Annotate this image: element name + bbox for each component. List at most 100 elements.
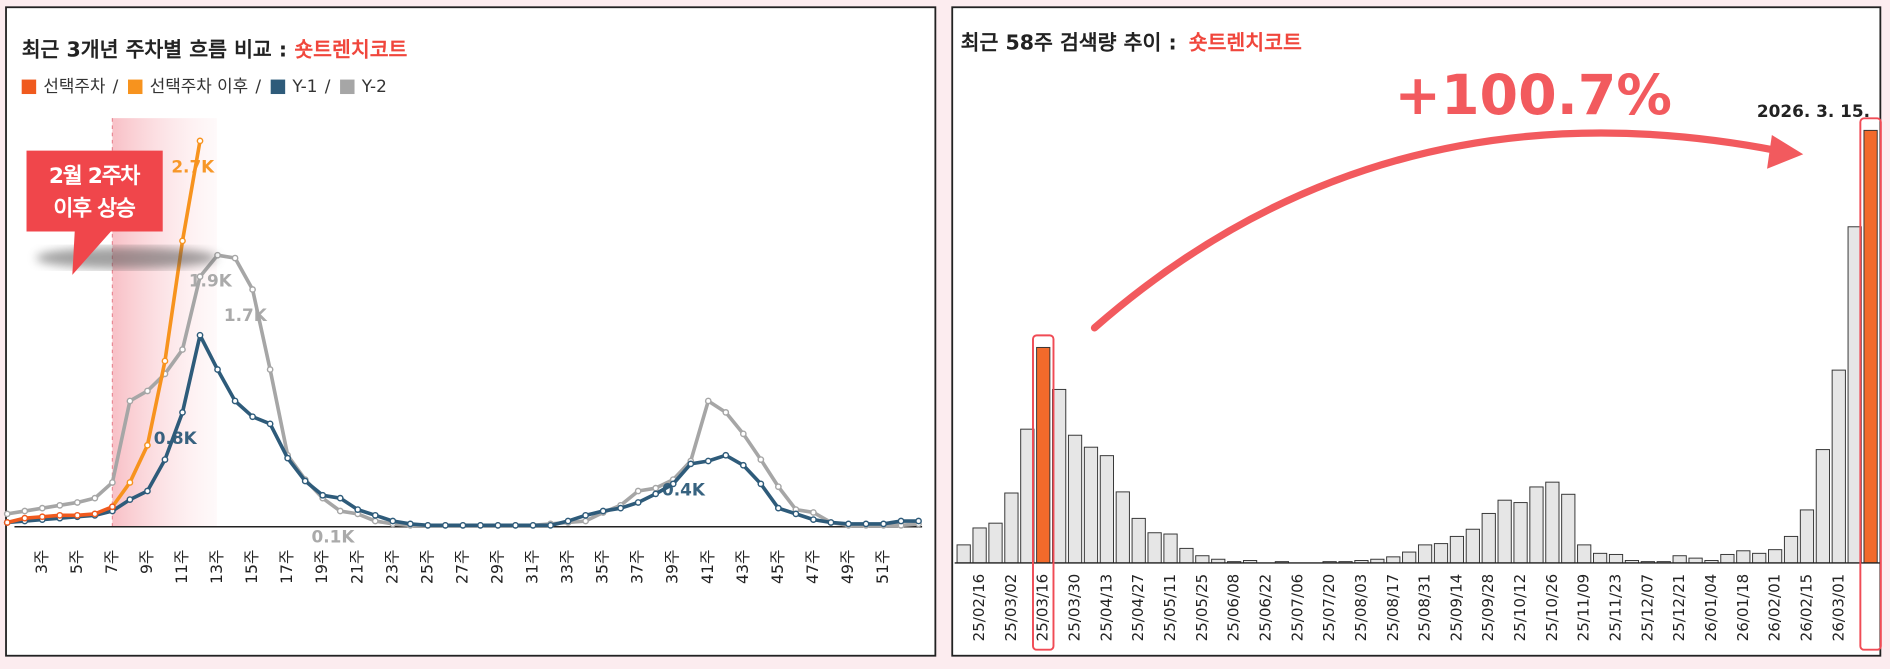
series-dot xyxy=(354,506,362,513)
x-tick-label: 15주 xyxy=(242,550,261,584)
bar xyxy=(1465,528,1480,564)
legend-separator: / xyxy=(255,76,261,96)
bar xyxy=(1036,346,1051,564)
x-tick-label: 25/08/17 xyxy=(1384,574,1402,642)
series-dot xyxy=(652,490,660,498)
series-dot xyxy=(757,480,765,488)
series-dot xyxy=(161,456,169,463)
series-dot xyxy=(196,137,204,145)
x-tick-label: 26/02/01 xyxy=(1766,574,1784,642)
series-dot xyxy=(214,251,221,259)
x-tick-label: 39주 xyxy=(663,550,682,584)
callout-box xyxy=(26,150,163,275)
x-tick-label: 25/11/23 xyxy=(1607,574,1625,642)
series-dot xyxy=(371,511,379,519)
series-dot xyxy=(634,499,642,506)
x-tick-label: 25/02/16 xyxy=(970,574,988,642)
bar xyxy=(1831,369,1846,564)
series-dot xyxy=(144,441,151,449)
bar xyxy=(956,544,971,564)
series-dot xyxy=(757,456,765,463)
x-tick-label: 25/09/14 xyxy=(1447,574,1465,642)
x-tick-label: 25/03/30 xyxy=(1066,574,1084,642)
series-dot xyxy=(91,494,99,502)
bar xyxy=(1417,544,1433,564)
x-tick-label: 5주 xyxy=(67,550,86,574)
highlight-box xyxy=(1032,334,1055,651)
series-dot xyxy=(810,509,817,516)
series-dot xyxy=(582,511,589,519)
series-dot xyxy=(144,387,151,395)
series-dot xyxy=(547,521,554,529)
series-dot xyxy=(3,519,11,526)
series-dot xyxy=(109,479,116,486)
x-tick-label: 25/03/02 xyxy=(1002,574,1020,642)
x-tick-label: 25/03/16 xyxy=(1034,574,1052,642)
series-dot xyxy=(792,510,800,518)
bar xyxy=(1863,129,1878,564)
series-dot xyxy=(774,504,782,512)
x-tick-label: 26/03/01 xyxy=(1829,574,1847,642)
bar xyxy=(1481,512,1496,564)
series-dot xyxy=(634,487,642,495)
legend-separator: / xyxy=(325,76,331,96)
series-dot xyxy=(669,480,677,488)
legend-swatch xyxy=(128,79,143,95)
x-tick-label: 26/02/15 xyxy=(1797,574,1815,642)
legend-label: Y-2 xyxy=(361,76,387,96)
series-dot xyxy=(494,521,502,529)
series-dot xyxy=(477,521,484,529)
series-dot xyxy=(652,484,660,492)
series-dot xyxy=(862,520,870,528)
series-dot xyxy=(336,494,344,502)
data-label: 0.4K xyxy=(662,479,706,499)
series-dot xyxy=(845,520,852,528)
series-dot xyxy=(336,507,344,515)
bar xyxy=(1099,455,1114,564)
series-dot xyxy=(3,510,11,518)
bar xyxy=(1020,428,1035,564)
series-dot xyxy=(512,521,519,529)
latest-label: 2026. 3. 15. xyxy=(1757,101,1870,121)
bar xyxy=(1736,550,1751,564)
title-text: 최근 58주 검색량 추이 : xyxy=(961,30,1177,54)
x-tick-label: 9주 xyxy=(137,550,156,574)
x-tick-label: 25/06/08 xyxy=(1225,574,1243,642)
bar xyxy=(1179,547,1194,564)
series-dot xyxy=(179,237,186,245)
series-dot xyxy=(56,511,64,519)
legend-label: Y-1 xyxy=(291,76,317,96)
growth-label: +100.7% xyxy=(1395,64,1672,128)
series-dot xyxy=(897,517,905,525)
bar xyxy=(1768,549,1783,564)
bar xyxy=(1449,535,1465,564)
series-dot xyxy=(249,413,256,421)
bar xyxy=(1561,493,1576,564)
series-dot xyxy=(179,409,186,416)
x-tick-label: 47주 xyxy=(803,550,822,584)
series-dot xyxy=(91,510,99,518)
growth-arrow xyxy=(1090,129,1788,332)
bar xyxy=(1577,544,1592,564)
legend-label: 선택주차 이후 xyxy=(150,76,248,96)
x-tick-label: 19주 xyxy=(312,550,331,584)
x-tick-label: 25/04/27 xyxy=(1129,574,1147,642)
x-tick-label: 26/01/18 xyxy=(1734,574,1752,642)
series-dot xyxy=(774,483,782,491)
growth-arrowhead xyxy=(1767,135,1804,169)
bar xyxy=(1386,556,1401,564)
x-tick-label: 25/10/26 xyxy=(1543,574,1561,642)
series-dot xyxy=(599,507,607,515)
x-tick-label: 3주 xyxy=(32,550,51,574)
bar xyxy=(1672,555,1687,564)
bar xyxy=(1433,543,1449,564)
bar xyxy=(1847,226,1862,564)
bar xyxy=(988,522,1003,564)
x-tick-label: 33주 xyxy=(558,550,577,584)
chart-title: 최근 58주 검색량 추이 : 숏트렌치코트 xyxy=(961,30,1302,54)
x-tick-label: 51주 xyxy=(873,550,892,584)
callout-text: 이후 상승 xyxy=(53,197,136,222)
series-dot xyxy=(739,430,747,438)
data-label: 0.1K xyxy=(312,527,356,547)
